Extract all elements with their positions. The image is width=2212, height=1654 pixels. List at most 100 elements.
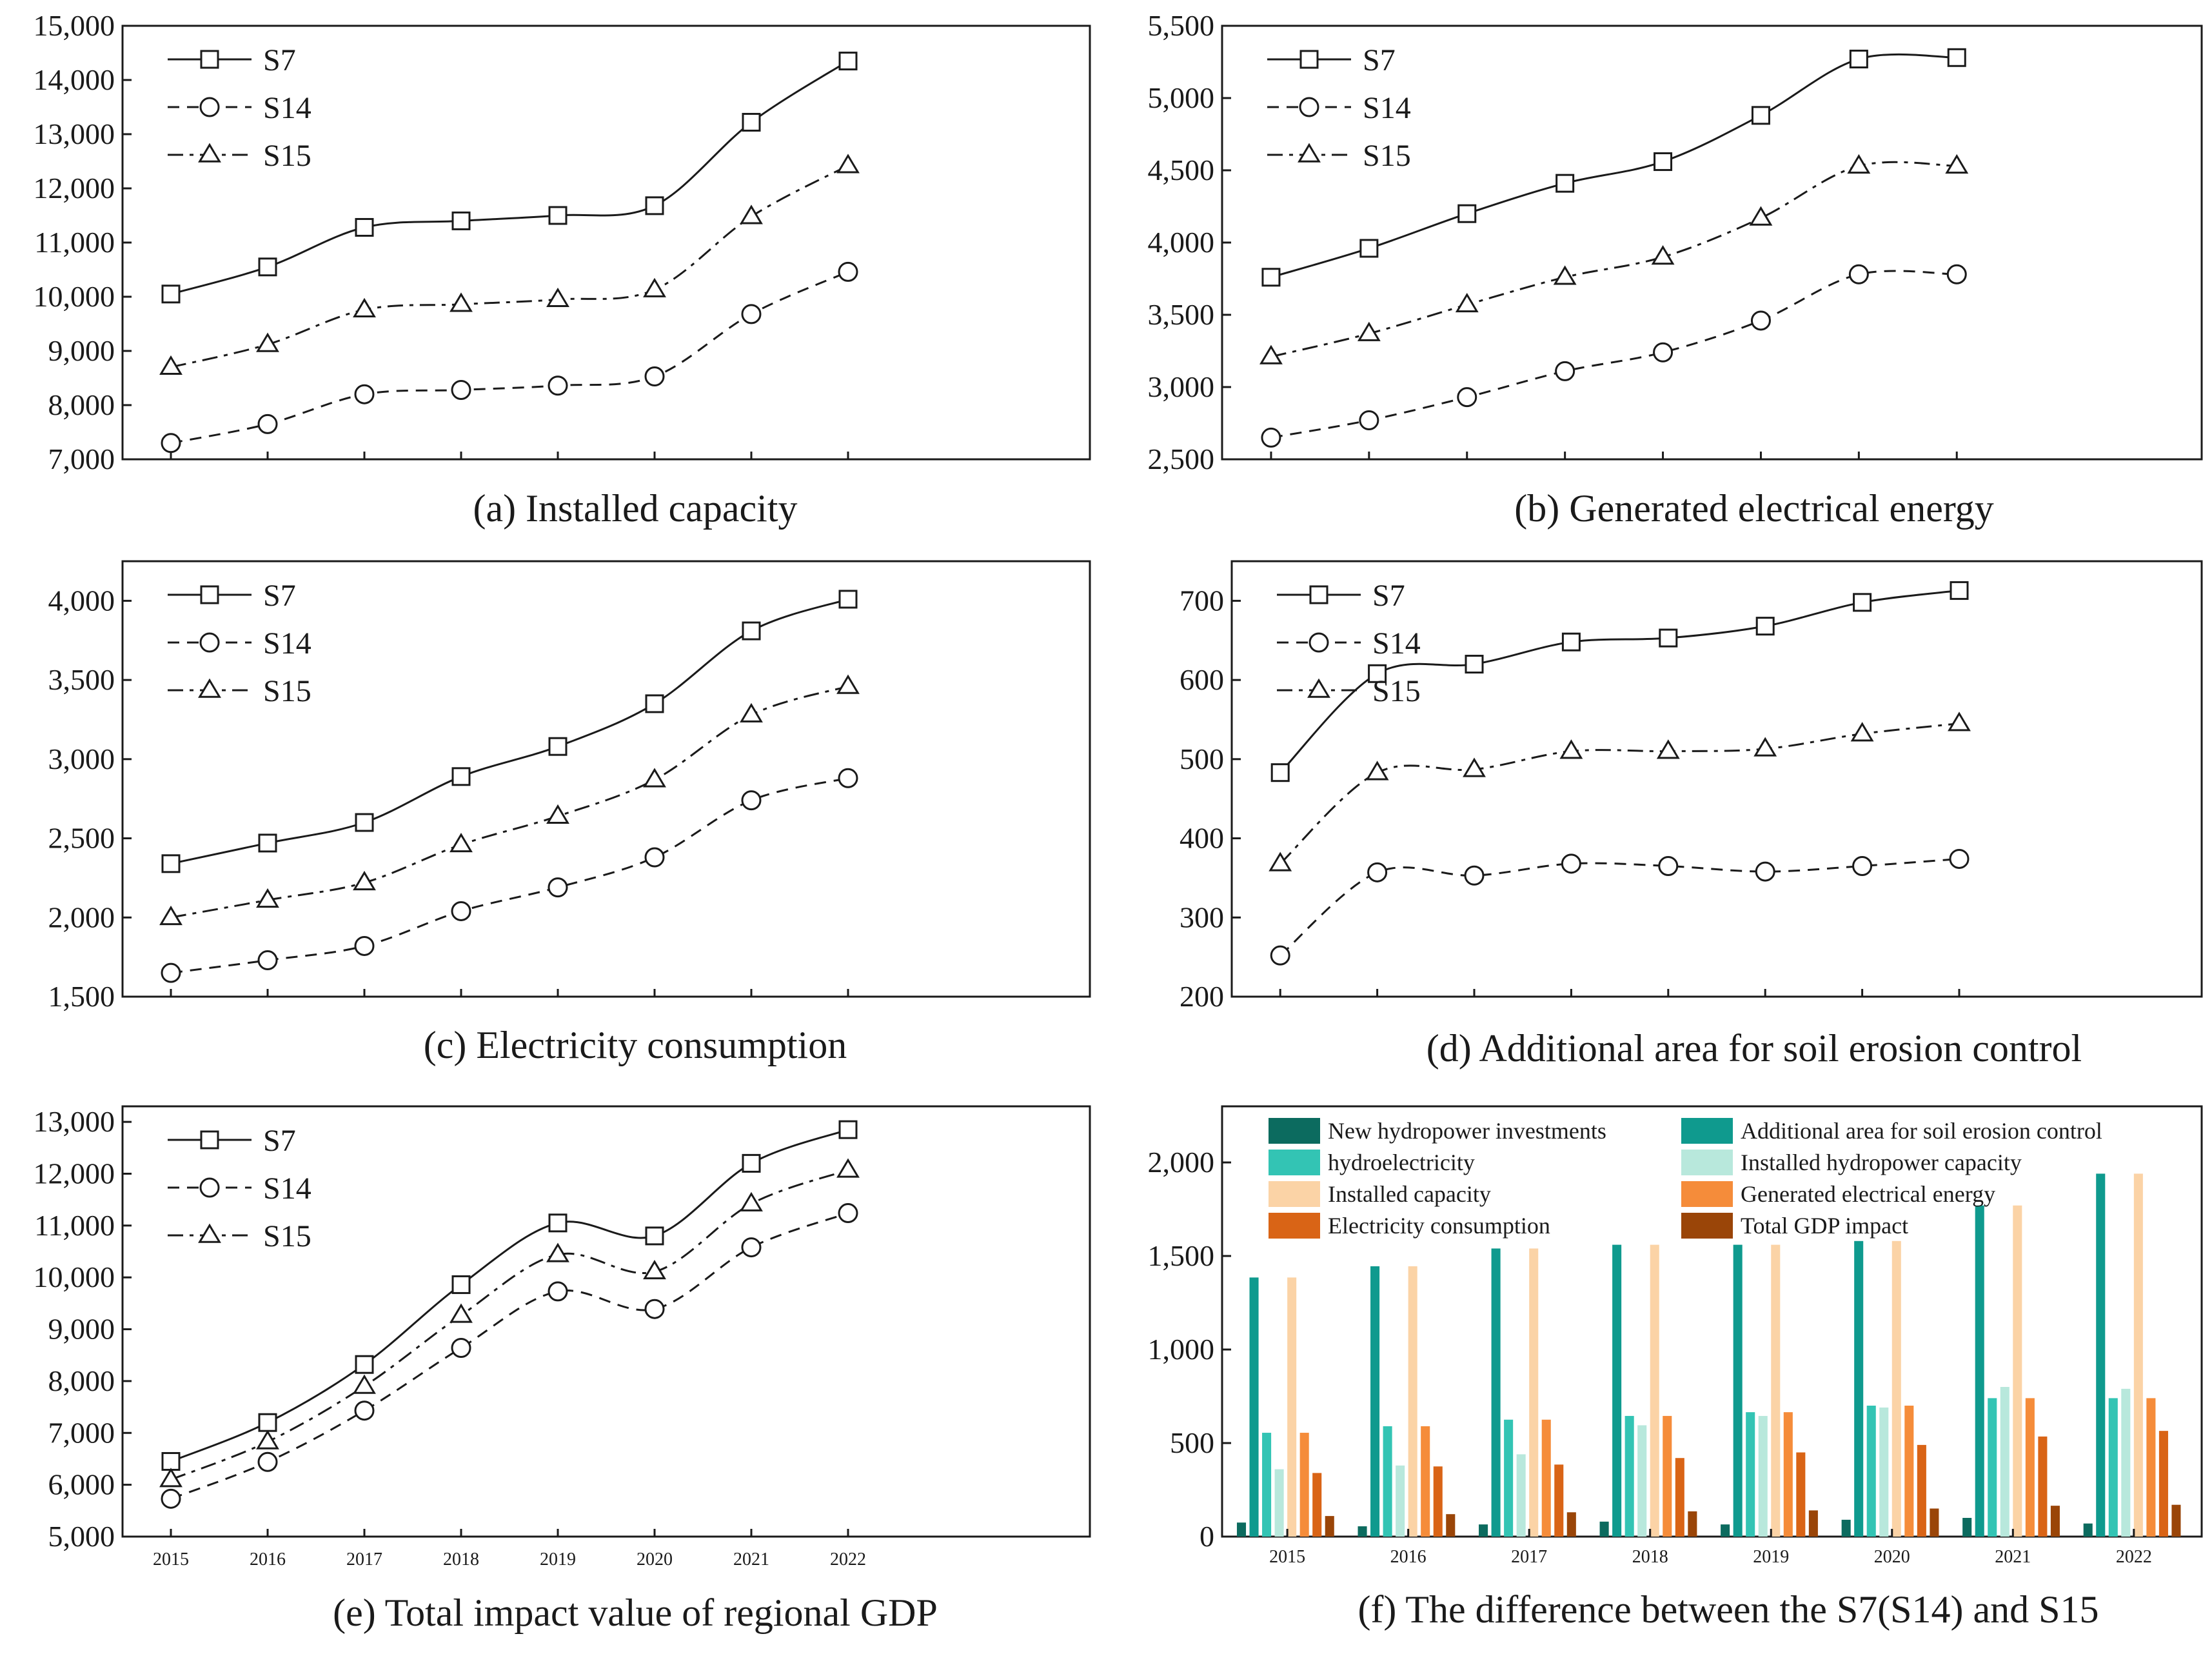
plot-frame-e (121, 1105, 1091, 1538)
data-point-S15 (1945, 154, 1969, 174)
legend-marker-S15 (198, 1223, 221, 1243)
data-point-S15 (1847, 154, 1871, 174)
data-point-S15 (256, 332, 279, 352)
bar-Installed hydropower capacity (1637, 1425, 1647, 1537)
data-point-S15 (256, 1430, 279, 1450)
data-point-S7 (645, 196, 664, 215)
legend-swatch (1681, 1150, 1733, 1175)
bar-Additional area for soil erosion control (1370, 1266, 1380, 1537)
data-point-S7 (1947, 48, 1966, 67)
data-point-S15 (546, 804, 569, 824)
bar-Generated electrical energy (1541, 1419, 1551, 1537)
data-point-S7 (838, 1120, 858, 1139)
y-tick-label: 400 (1180, 822, 1224, 855)
data-point-S7 (548, 737, 568, 756)
bar-Electricity consumption (1312, 1473, 1322, 1537)
bar-Installed capacity (1891, 1240, 1901, 1537)
series-line-S14 (1270, 270, 1957, 439)
data-point-S15 (1559, 739, 1583, 759)
legend-swatch (1269, 1181, 1320, 1207)
legend-label-S14: S14 (1372, 626, 1421, 661)
series-line-S14 (170, 270, 849, 444)
legend-marker-S7 (200, 585, 219, 604)
bar-Total GDP impact (2171, 1504, 2181, 1537)
data-point-S7 (161, 284, 181, 304)
panel-e: 5,000 6,000 7,000 8,000 9,000 10,000 11,000 12,… (34, 1105, 1091, 1634)
data-point-S14 (644, 1299, 665, 1319)
legend-label-S15: S15 (263, 139, 311, 173)
data-point-S15 (1948, 712, 1971, 732)
legend-label: hydroelectricity (1328, 1150, 1475, 1175)
y-tick-label: 8,000 (48, 1364, 115, 1397)
data-point-S14 (1848, 264, 1869, 284)
data-point-S7 (1659, 628, 1678, 648)
legend-label-S7: S7 (263, 43, 296, 77)
x-tick-label: 2017 (346, 1549, 382, 1569)
y-tick-label: 12,000 (34, 1157, 115, 1190)
data-point-S14 (257, 414, 278, 434)
bar-hydroelectricity (1866, 1406, 1876, 1537)
series-line-S15 (1279, 722, 1960, 864)
data-point-S7 (1359, 239, 1379, 258)
data-point-S14 (838, 768, 858, 788)
legend-label: Generated electrical energy (1741, 1181, 1995, 1207)
data-point-S14 (1946, 264, 1967, 284)
bar-hydroelectricity (1262, 1433, 1272, 1537)
data-point-S15 (1365, 761, 1389, 781)
caption-d: (d) Additional area for soil erosion con… (1427, 1027, 2082, 1070)
x-tick-label: 2020 (637, 1549, 673, 1569)
y-tick-label: 500 (1180, 742, 1224, 775)
legend-swatch (1681, 1213, 1733, 1239)
legend-label-S14: S14 (263, 1171, 311, 1206)
data-point-S15 (546, 1242, 569, 1262)
y-tick-label: 5,000 (48, 1520, 115, 1553)
data-point-S7 (1853, 593, 1872, 612)
bar-Total GDP impact (1325, 1516, 1334, 1537)
bar-Additional area for soil erosion control (1975, 1205, 1984, 1537)
bar-hydroelectricity (1383, 1426, 1392, 1537)
data-point-S14 (1555, 361, 1575, 381)
data-point-S15 (1850, 722, 1874, 742)
bar-Electricity consumption (2038, 1436, 2048, 1537)
bar-hydroelectricity (2108, 1398, 2118, 1537)
x-tick-label: 2021 (733, 1549, 769, 1569)
x-tick-label: 2019 (1753, 1547, 1789, 1567)
data-point-S15 (546, 287, 569, 307)
data-point-S15 (1749, 206, 1773, 226)
y-tick-label: 600 (1180, 663, 1224, 696)
y-tick-label: 3,500 (1148, 298, 1215, 331)
x-tick-label: 2019 (540, 1549, 576, 1569)
x-tick-label: 2015 (1269, 1547, 1305, 1567)
data-point-S15 (643, 277, 666, 297)
bar-Total GDP impact (1688, 1511, 1697, 1537)
data-point-S15 (353, 870, 376, 891)
data-point-S14 (354, 1400, 375, 1421)
x-tick-label: 2016 (250, 1549, 286, 1569)
bar-Additional area for soil erosion control (1249, 1277, 1259, 1537)
legend-label: Electricity consumption (1328, 1213, 1550, 1239)
data-point-S15 (159, 905, 183, 926)
data-point-S14 (354, 384, 375, 404)
legend-marker-S15 (1298, 143, 1321, 163)
bar-New hydropower investments (1841, 1519, 1851, 1537)
x-tick-label: 2018 (1632, 1547, 1668, 1567)
data-point-S14 (451, 901, 471, 921)
data-point-S7 (1465, 655, 1484, 674)
data-point-S7 (645, 694, 664, 713)
bar-Installed hydropower capacity (1516, 1454, 1526, 1537)
y-tick-label: 200 (1180, 980, 1224, 1013)
legend-swatch (1269, 1118, 1320, 1144)
panel-b: 2,500 3,000 3,500 4,000 4,500 5,000 5,500 (b) G… (1148, 9, 2203, 530)
series-line-S15 (1270, 161, 1957, 358)
legend-label-S15: S15 (1372, 674, 1421, 708)
data-point-S15 (1357, 321, 1381, 341)
plot-frame-f (1221, 1105, 2203, 1538)
legend-marker-S15 (1307, 678, 1330, 698)
x-tick-label: 2022 (830, 1549, 866, 1569)
y-tick-label: 1,000 (1148, 1333, 1215, 1366)
data-point-S15 (740, 1191, 763, 1211)
data-point-S15 (1455, 292, 1479, 313)
y-tick-label: 11,000 (34, 1209, 115, 1242)
legend-marker-S14 (199, 1177, 220, 1198)
